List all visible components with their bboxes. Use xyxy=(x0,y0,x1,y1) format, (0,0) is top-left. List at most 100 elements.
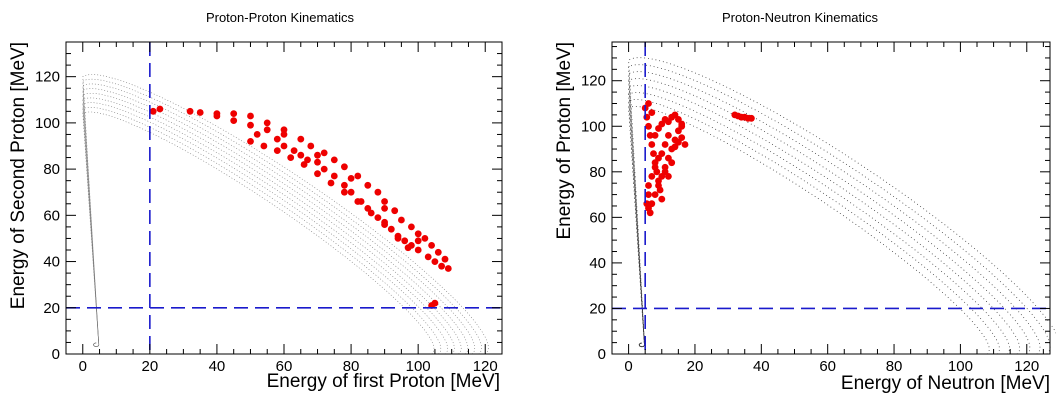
event-point xyxy=(645,182,652,189)
x-tick-label: 80 xyxy=(886,358,903,375)
event-point xyxy=(648,173,656,180)
proton-proton-panel: Proton-Proton Kinematics 0 20 40 60 80 100 120… xyxy=(8,10,503,392)
event-point xyxy=(354,172,362,180)
x-axis-label: Energy of first Proton [MeV] xyxy=(267,371,500,392)
event-point xyxy=(247,121,254,129)
selected-events xyxy=(149,105,452,309)
y-tick-label: 0 xyxy=(52,346,60,363)
event-point xyxy=(307,142,315,150)
event-point xyxy=(438,262,445,270)
event-point xyxy=(314,158,321,166)
x-tick-label: 0 xyxy=(624,358,632,375)
event-point xyxy=(347,175,355,182)
event-point xyxy=(273,147,281,155)
kinematic-locus xyxy=(82,88,469,355)
event-point xyxy=(665,132,672,139)
event-point xyxy=(341,188,348,196)
y-tick-label: 40 xyxy=(589,255,606,272)
x-tick-label: 20 xyxy=(687,358,704,375)
event-point xyxy=(678,120,686,128)
event-point xyxy=(247,112,254,120)
event-point xyxy=(381,221,388,229)
kinematic-loci xyxy=(82,74,489,355)
event-point xyxy=(364,181,372,189)
event-point xyxy=(424,253,432,261)
cut-lines xyxy=(66,42,502,354)
event-point xyxy=(651,191,659,199)
event-point xyxy=(186,107,194,115)
event-point xyxy=(428,242,435,249)
y-tick-label: 120 xyxy=(35,69,60,86)
event-point xyxy=(253,131,261,138)
kinematic-loci xyxy=(628,57,1056,355)
x-tick-label: 120 xyxy=(1014,358,1039,375)
event-point xyxy=(414,230,422,238)
x-tick-label: 80 xyxy=(343,358,360,375)
y-tick-label: 0 xyxy=(598,346,606,363)
x-tick-label: 60 xyxy=(819,358,836,375)
event-point xyxy=(341,181,348,189)
axes: 0 20 40 60 80 100 120 0 20 40 60 80 100 120 xyxy=(35,41,503,375)
event-point xyxy=(646,209,654,217)
event-point xyxy=(648,200,656,208)
event-point xyxy=(247,138,254,145)
event-point xyxy=(330,156,338,164)
event-point xyxy=(401,237,409,245)
event-point xyxy=(398,216,405,224)
kinematic-locus xyxy=(82,102,448,355)
chart-title: Proton-Neutron Kinematics xyxy=(722,10,879,25)
event-point xyxy=(327,179,335,187)
event-point xyxy=(645,191,652,199)
kinematic-locus xyxy=(82,92,462,355)
event-point xyxy=(230,110,238,117)
event-point xyxy=(263,119,271,127)
event-point xyxy=(213,110,221,117)
x-tick-label: 120 xyxy=(473,358,498,375)
kinematic-locus xyxy=(82,83,476,355)
y-tick-label: 60 xyxy=(43,207,60,224)
event-point xyxy=(280,142,288,150)
x-tick-label: 100 xyxy=(948,358,973,375)
y-axis-label: Energy of Proton [MeV] xyxy=(554,42,575,240)
kinematic-locus xyxy=(82,78,482,355)
event-point xyxy=(347,188,355,196)
x-tick-label: 40 xyxy=(209,358,226,375)
event-point xyxy=(748,114,755,122)
event-point xyxy=(404,244,412,252)
event-point xyxy=(330,172,338,180)
event-point xyxy=(290,147,298,155)
event-point xyxy=(149,107,157,115)
y-tick-label: 100 xyxy=(35,115,60,132)
kinematic-locus xyxy=(628,64,1051,355)
y-tick-label: 120 xyxy=(581,73,606,90)
event-point xyxy=(156,105,164,113)
event-point xyxy=(651,163,659,171)
event-point xyxy=(297,135,305,143)
kinematic-locus xyxy=(628,92,1010,355)
kinematic-locus xyxy=(82,74,489,355)
proton-neutron-panel: Proton-Neutron Kinematics 0 20 40 60 80 100 12… xyxy=(554,10,1056,394)
event-point xyxy=(431,258,439,265)
x-tick-label: 0 xyxy=(79,358,87,375)
event-point xyxy=(651,132,659,139)
y-tick-label: 20 xyxy=(43,300,60,317)
event-point xyxy=(354,198,362,205)
event-point xyxy=(314,151,321,159)
event-point xyxy=(297,151,305,159)
event-point xyxy=(320,165,328,173)
event-point xyxy=(300,161,308,168)
y-tick-label: 80 xyxy=(43,161,60,178)
y-tick-label: 20 xyxy=(589,300,606,317)
event-point xyxy=(650,150,657,158)
event-point xyxy=(414,237,422,245)
event-point xyxy=(665,173,672,180)
x-tick-label: 100 xyxy=(406,358,431,375)
kinematic-locus xyxy=(628,105,990,355)
event-point xyxy=(681,141,689,148)
event-point xyxy=(391,207,399,215)
event-point xyxy=(668,159,676,167)
event-point xyxy=(661,116,669,123)
event-point xyxy=(230,117,238,124)
event-point xyxy=(645,122,652,130)
event-point xyxy=(421,235,429,242)
